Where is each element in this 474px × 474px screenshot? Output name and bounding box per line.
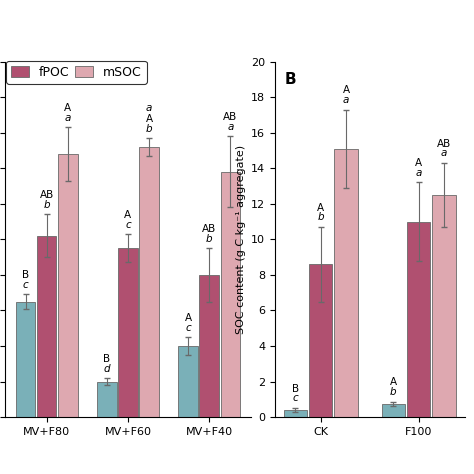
- Text: B: B: [22, 270, 29, 280]
- Bar: [407, 222, 430, 417]
- Text: AB: AB: [202, 224, 216, 234]
- Text: AB: AB: [223, 112, 237, 122]
- Text: A: A: [343, 85, 350, 95]
- Text: B: B: [292, 383, 299, 393]
- Bar: [97, 382, 117, 417]
- Legend: fPOC, mSOC: fPOC, mSOC: [6, 61, 146, 84]
- Bar: [37, 236, 56, 417]
- Text: B: B: [103, 354, 110, 364]
- Text: c: c: [185, 323, 191, 333]
- Text: AB: AB: [437, 139, 451, 149]
- Text: b: b: [146, 124, 153, 134]
- Text: A: A: [317, 203, 324, 213]
- Text: d: d: [103, 364, 110, 374]
- Text: a: a: [441, 148, 447, 158]
- Text: A: A: [184, 313, 191, 323]
- Bar: [139, 147, 159, 417]
- Bar: [283, 410, 307, 417]
- Text: AB: AB: [40, 190, 54, 200]
- Text: b: b: [390, 387, 397, 397]
- Text: A: A: [146, 114, 153, 124]
- Text: c: c: [292, 393, 298, 403]
- Text: a: a: [416, 168, 422, 178]
- Text: b: b: [206, 234, 212, 244]
- Bar: [309, 264, 332, 417]
- Text: a: a: [343, 95, 349, 105]
- Bar: [220, 172, 240, 417]
- Bar: [58, 154, 78, 417]
- Text: c: c: [125, 219, 131, 229]
- Bar: [200, 275, 219, 417]
- Text: c: c: [23, 280, 28, 290]
- Text: A: A: [390, 377, 397, 387]
- Text: a: a: [146, 103, 152, 113]
- Bar: [382, 404, 405, 417]
- Bar: [16, 301, 36, 417]
- Bar: [178, 346, 198, 417]
- Y-axis label: SOC content (g C kg⁻¹ aggregate): SOC content (g C kg⁻¹ aggregate): [236, 145, 246, 334]
- Bar: [118, 248, 137, 417]
- Text: a: a: [227, 122, 234, 132]
- Text: a: a: [64, 113, 71, 123]
- Text: A: A: [124, 210, 132, 220]
- Text: A: A: [64, 103, 72, 113]
- Text: b: b: [44, 200, 50, 210]
- Text: B: B: [284, 73, 296, 87]
- Text: b: b: [318, 212, 324, 222]
- Text: A: A: [415, 158, 422, 168]
- Bar: [335, 149, 358, 417]
- Bar: [432, 195, 456, 417]
